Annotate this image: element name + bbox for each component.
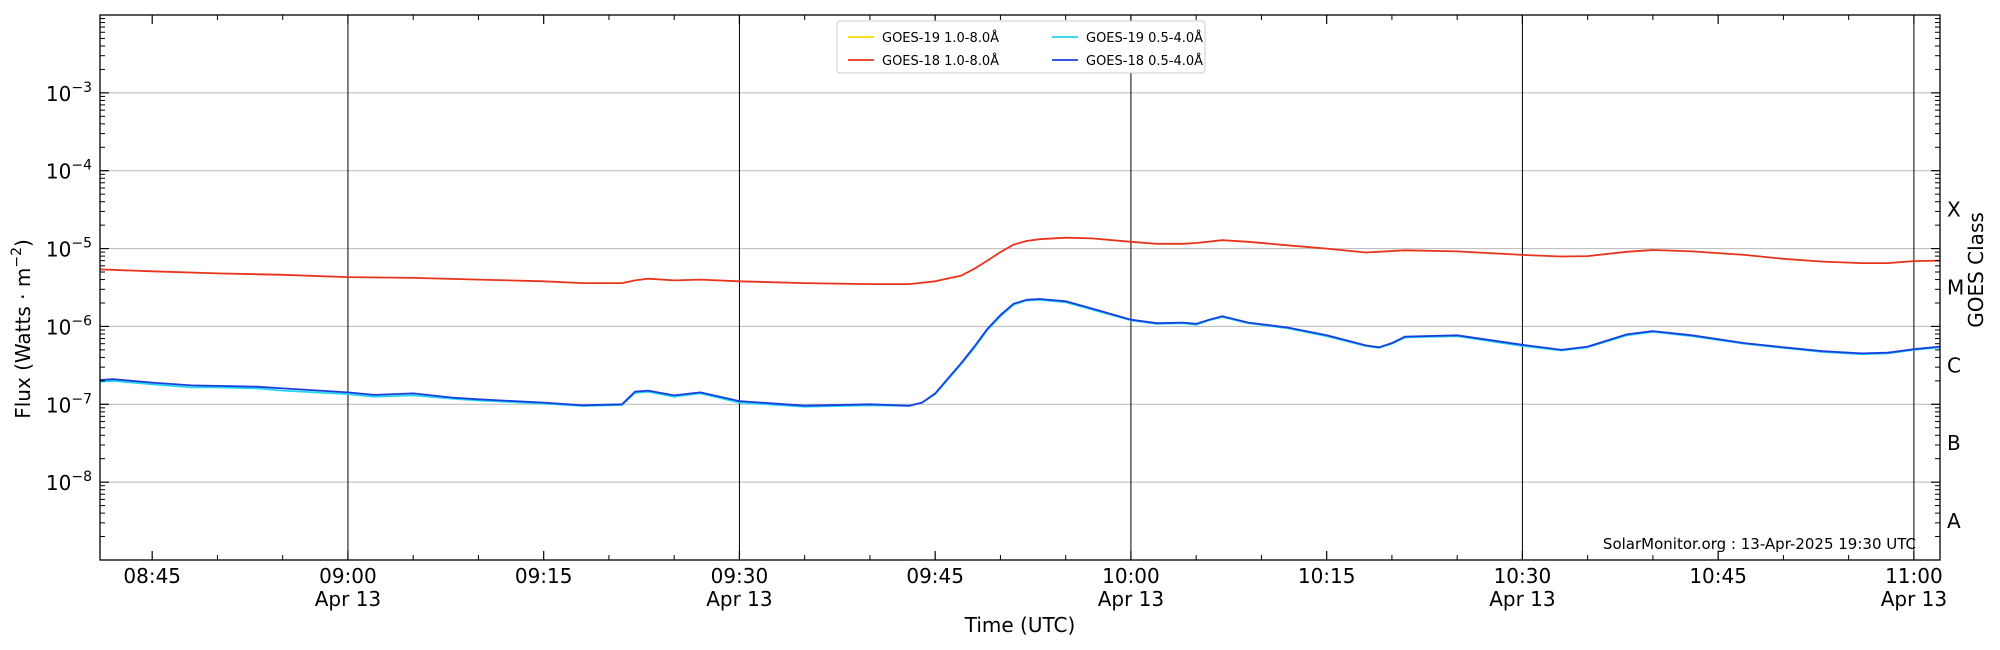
- x-axis-label: Time (UTC): [964, 613, 1076, 637]
- series-line: [99, 298, 1941, 407]
- x-tick-label: 09:00: [319, 564, 377, 588]
- y-tick-label: 10−3: [46, 80, 92, 106]
- y-axis-label-close: ): [11, 239, 35, 247]
- x-tick-label: 10:30: [1494, 564, 1552, 588]
- x-tick-label: 11:00: [1885, 564, 1943, 588]
- y-tick-label: 10−4: [46, 158, 92, 184]
- y-tick-label-base: 10: [46, 471, 71, 495]
- y-tick-label-exponent: −7: [71, 391, 92, 407]
- x-tick-sublabel: Apr 13: [1489, 587, 1555, 611]
- y-axis-label-base: Flux (Watts · m: [11, 268, 35, 419]
- y-tick-label-base: 10: [46, 82, 71, 106]
- source-annotation: SolarMonitor.org : 13-Apr-2025 19:30 UTC: [1603, 535, 1916, 553]
- x-tick-sublabel: Apr 13: [706, 587, 772, 611]
- legend: GOES-19 1.0-8.0Å GOES-18 1.0-8.0Å GOES-19 …: [836, 20, 1206, 74]
- x-tick-label: 09:45: [906, 564, 964, 588]
- y-tick-label-base: 10: [46, 238, 71, 262]
- y-tick-label-base: 10: [46, 315, 71, 339]
- grid-lines: [100, 92, 1940, 483]
- goes-class-label: A: [1947, 509, 1961, 533]
- x-tick-sublabel: Apr 13: [315, 587, 381, 611]
- x-tick-label: 10:15: [1298, 564, 1356, 588]
- y-tick-label-base: 10: [46, 160, 71, 184]
- goes-class-label: C: [1947, 353, 1961, 377]
- x-tick-label: 09:15: [515, 564, 573, 588]
- goes-class-label: B: [1947, 431, 1961, 455]
- y-tick-label-exponent: −6: [71, 313, 92, 329]
- legend-box: [836, 20, 1206, 74]
- y-tick-label-exponent: −8: [71, 469, 92, 485]
- y-tick-label-exponent: −3: [71, 80, 92, 96]
- y-tick-label-base: 10: [46, 393, 71, 417]
- y-tick-label: 10−7: [46, 391, 92, 417]
- y-axis-label-exponent: −2: [9, 247, 25, 268]
- x-tick-label: 10:00: [1102, 564, 1160, 588]
- series-line: [99, 236, 1941, 286]
- x-tick-label: 09:30: [711, 564, 769, 588]
- goes-class-axis-label: GOES Class: [1964, 212, 1988, 328]
- series-lines: [99, 236, 1941, 408]
- legend-label: GOES-18 1.0-8.0Å: [882, 53, 999, 69]
- y-tick-label-exponent: −4: [71, 158, 92, 174]
- legend-label: GOES-18 0.5-4.0Å: [1086, 53, 1203, 69]
- x-tick-sublabel: Apr 13: [1881, 587, 1947, 611]
- legend-label: GOES-19 0.5-4.0Å: [1086, 30, 1203, 46]
- axis-ticks: [100, 15, 1940, 560]
- day-time-markers: [347, 15, 1915, 560]
- legend-label: GOES-19 1.0-8.0Å: [882, 30, 999, 46]
- plot-frame: [99, 14, 1941, 561]
- x-tick-sublabel: Apr 13: [1098, 587, 1164, 611]
- y-tick-label: 10−6: [46, 313, 92, 339]
- goes-class-label: X: [1947, 198, 1961, 222]
- x-tick-label: 08:45: [123, 564, 181, 588]
- y-tick-label-exponent: −5: [71, 236, 92, 252]
- y-tick-label: 10−5: [46, 236, 92, 262]
- goes-class-label: M: [1947, 276, 1964, 300]
- x-tick-label: 10:45: [1689, 564, 1747, 588]
- y-tick-label: 10−8: [46, 469, 92, 495]
- y-axis-label: Flux (Watts · m−2): [9, 239, 35, 419]
